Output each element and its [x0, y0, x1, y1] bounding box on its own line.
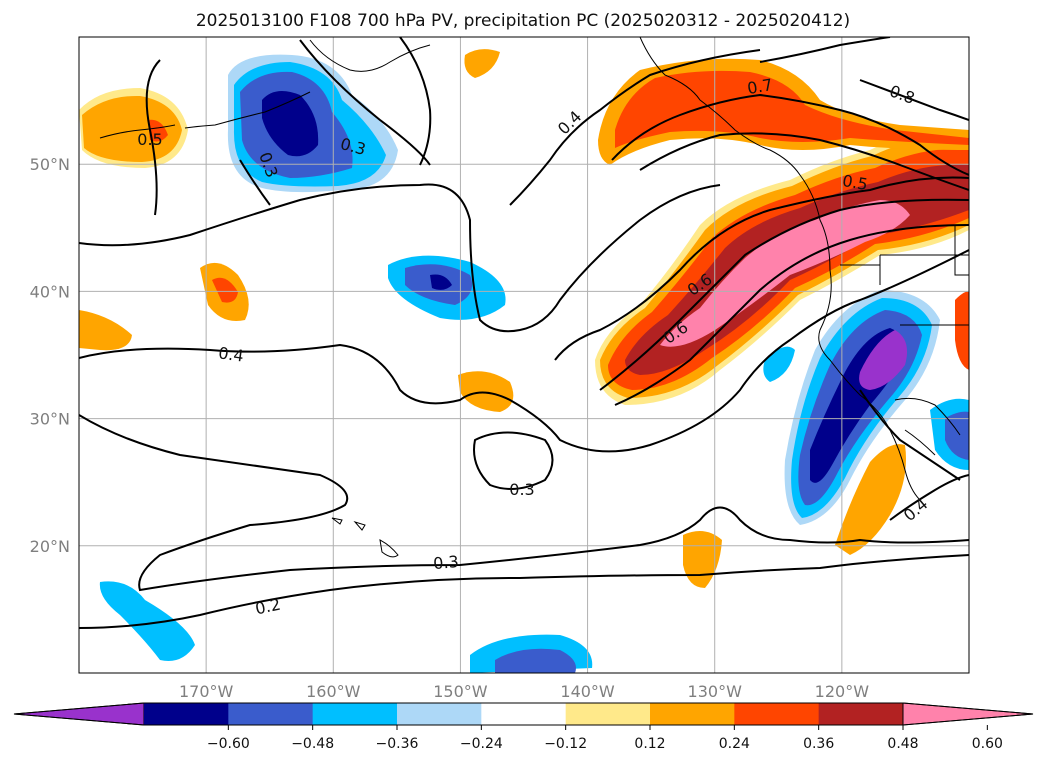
colorbar-tick-label: 0.36 [803, 736, 834, 752]
hawaii-islands [331, 517, 399, 558]
precip-region [99, 581, 195, 661]
precipitation-shading [79, 49, 969, 673]
colorbar-segment [397, 703, 482, 725]
precip-region [495, 648, 576, 673]
pv-contour [473, 431, 554, 490]
colorbar: −0.60 −0.48 −0.36 −0.24 −0.12 0.12 0.24 0.36 0.4… [13, 702, 1034, 752]
pv-contour [79, 414, 969, 592]
coastline [639, 37, 921, 501]
lon-tick-label: 150°W [433, 682, 488, 701]
contour-label: 0.2 [253, 595, 282, 619]
colorbar-tick-label: 0.60 [972, 736, 1003, 752]
coastline [309, 39, 431, 72]
colorbar-segment [312, 703, 398, 725]
pv-contour [859, 79, 969, 121]
precip-region [945, 411, 969, 460]
precip-region [212, 277, 238, 303]
figure-title: 2025013100 F108 700 hPa PV, precipitatio… [196, 11, 850, 31]
pv-contour [889, 474, 969, 521]
precip-region [148, 119, 168, 142]
pv-contour [299, 39, 431, 166]
map-panel: 0.20.30.30.30.30.40.40.40.50.50.60.60.7 0… [78, 36, 970, 674]
pv-contour [554, 176, 969, 361]
lat-tick-label: 20°N [30, 537, 70, 556]
colorbar-tick-label: 0.24 [719, 736, 750, 752]
pv-contour [509, 49, 761, 206]
map-frame [78, 36, 970, 674]
precip-region [859, 330, 908, 390]
colorbar-segment [734, 703, 820, 725]
lat-tick-label: 50°N [30, 155, 70, 174]
precip-region [615, 70, 969, 148]
pv-contour [759, 37, 891, 63]
pv-contour [614, 224, 969, 406]
precip-region [430, 274, 452, 290]
coastline [894, 397, 961, 456]
axis-tick-labels: 170°W 160°W 150°W 140°W 130°W 120°W 20°N 30°N 40… [30, 155, 870, 701]
precip-region [955, 291, 969, 370]
graticule [79, 37, 969, 673]
colorbar-tick-label: −0.48 [291, 736, 334, 752]
precip-region [82, 95, 182, 162]
border [840, 224, 969, 326]
colorbar-segment [228, 703, 314, 725]
lon-tick-label: 120°W [815, 682, 870, 701]
contour-label: 0.3 [509, 480, 534, 499]
colorbar-segment [818, 703, 904, 725]
lon-tick-label: 160°W [306, 682, 361, 701]
precip-region [79, 310, 132, 351]
pv-contour [611, 93, 969, 176]
colorbar-segment [481, 703, 567, 725]
colorbar-tick-label: −0.60 [207, 736, 250, 752]
pv-contour [145, 59, 161, 216]
lon-tick-label: 140°W [560, 682, 615, 701]
aleutian-islands [99, 91, 311, 139]
precip-region [835, 444, 906, 555]
colorbar-tick-label: 0.48 [887, 736, 918, 752]
colorbar-tick-label: −0.24 [460, 736, 503, 752]
colorbar-segment [565, 703, 651, 725]
precip-region [464, 49, 500, 78]
pv-contour [79, 183, 721, 333]
pv-contours [79, 37, 969, 629]
pv-contour [639, 132, 969, 191]
contour-label: 0.5 [841, 171, 869, 194]
contour-label: 0.3 [432, 552, 459, 573]
colorbar-segment [144, 703, 229, 725]
pv-contour [859, 389, 961, 481]
coastlines [99, 37, 969, 558]
colorbar-outline [13, 702, 1034, 726]
colorbar-extend-high [902, 702, 1034, 726]
pv-contour [79, 554, 969, 629]
contour-label: 0.7 [746, 75, 774, 98]
precip-region [660, 200, 910, 347]
pv-contour [239, 159, 271, 206]
lat-tick-label: 30°N [30, 410, 70, 429]
pv-contour [599, 198, 969, 391]
contour-label: 0.4 [217, 343, 245, 365]
colorbar-tick-label: −0.36 [376, 736, 419, 752]
lon-tick-label: 170°W [179, 682, 234, 701]
lon-tick-label: 130°W [688, 682, 743, 701]
pv-contour [79, 249, 969, 453]
colorbar-tick-label: 0.12 [634, 736, 665, 752]
colorbar-segment [650, 703, 735, 725]
contour-label: 0.5 [137, 130, 162, 149]
colorbar-tick-label: −0.12 [544, 736, 587, 752]
pv-contour [399, 37, 432, 166]
lat-tick-label: 40°N [30, 282, 70, 301]
colorbar-extend-low [13, 702, 145, 726]
